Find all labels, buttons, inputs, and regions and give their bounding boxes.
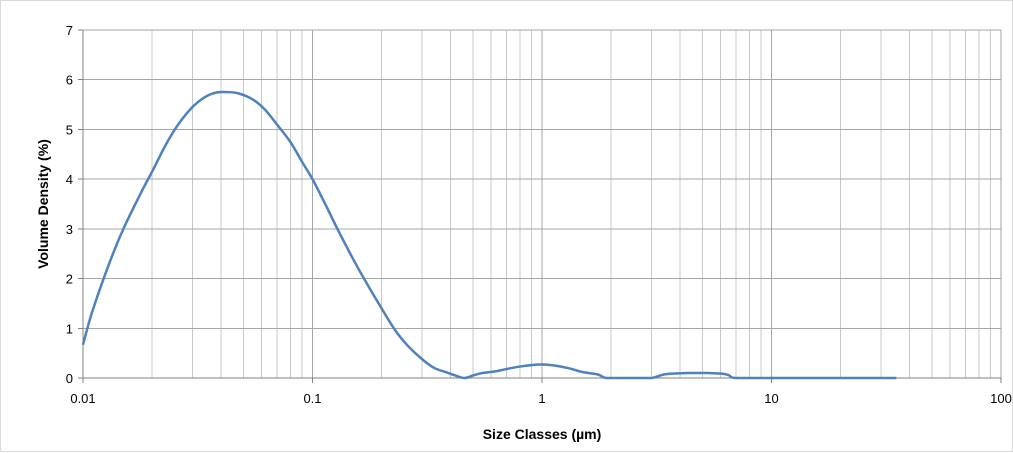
tick-labels: 0 1 2 3 4 5 6 7 0.01 0.1 1 10 100 (66, 23, 1012, 406)
y-tick-label: 7 (66, 23, 73, 38)
volume-density-line (81, 90, 897, 380)
x-tick-label: 0.01 (70, 391, 95, 406)
grid-layer (78, 29, 1002, 383)
y-tick-label: 2 (66, 272, 73, 287)
y-tick-label: 6 (66, 73, 73, 88)
x-axis-title: Size Classes (µm) (483, 426, 602, 442)
y-tick-label: 4 (66, 172, 73, 187)
y-axis-title: Volume Density (%) (35, 139, 51, 269)
x-tick-label: 100 (990, 391, 1012, 406)
x-tick-label: 0.1 (303, 391, 321, 406)
x-tick-label: 1 (538, 391, 545, 406)
y-tick-label: 1 (66, 321, 73, 336)
y-tick-label: 3 (66, 222, 73, 237)
x-tick-label: 10 (764, 391, 778, 406)
y-tick-label: 5 (66, 122, 73, 137)
y-tick-label: 0 (66, 371, 73, 386)
